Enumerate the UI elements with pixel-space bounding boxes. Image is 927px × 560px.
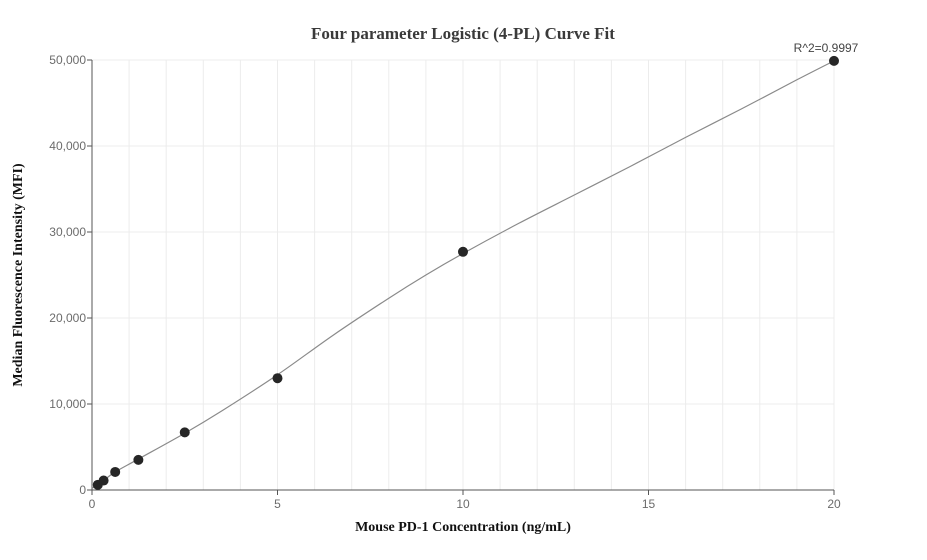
y-tick-label: 20,000 bbox=[49, 311, 86, 325]
y-tick-label: 30,000 bbox=[49, 225, 86, 239]
x-tick-label: 20 bbox=[827, 497, 841, 511]
data-point bbox=[272, 373, 283, 384]
y-axis-title: Median Fluorescence Intensity (MFI) bbox=[11, 163, 26, 387]
axes: 0 5 10 15 20 0 10,000 20,000 30,000 40,000 50,000 bbox=[49, 53, 841, 511]
r-squared-annotation: R^2=0.9997 bbox=[794, 41, 859, 55]
x-tick-label: 10 bbox=[456, 497, 470, 511]
chart-title: Four parameter Logistic (4-PL) Curve Fit bbox=[311, 24, 615, 43]
x-tick-label: 15 bbox=[642, 497, 656, 511]
x-tick-label: 5 bbox=[274, 497, 281, 511]
data-points bbox=[92, 55, 839, 490]
data-point bbox=[98, 475, 109, 486]
y-tick-label: 0 bbox=[79, 483, 86, 497]
data-point bbox=[110, 466, 121, 477]
x-tick-label: 0 bbox=[89, 497, 96, 511]
data-point bbox=[133, 454, 144, 465]
data-point bbox=[179, 427, 190, 438]
y-tick-label: 10,000 bbox=[49, 397, 86, 411]
x-axis-title: Mouse PD-1 Concentration (ng/mL) bbox=[355, 520, 571, 535]
y-tick-label: 50,000 bbox=[49, 53, 86, 67]
data-point bbox=[829, 55, 839, 66]
y-tick-label: 40,000 bbox=[49, 139, 86, 153]
grid bbox=[92, 59, 835, 490]
data-point bbox=[458, 246, 468, 257]
